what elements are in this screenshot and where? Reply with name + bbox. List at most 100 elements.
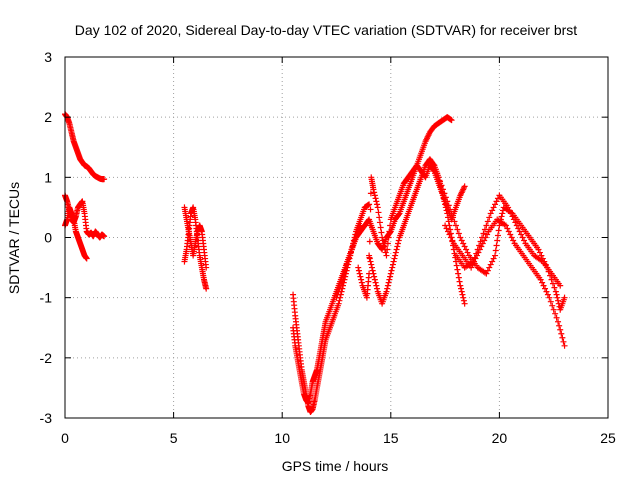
data-point [498, 213, 505, 220]
data-point [386, 276, 393, 283]
data-point [457, 234, 464, 241]
data-point [392, 252, 399, 259]
data-point [479, 234, 486, 241]
data-point [510, 216, 517, 223]
series-1 [62, 192, 108, 241]
data-point [537, 276, 544, 283]
data-point [544, 291, 551, 298]
data-point [370, 270, 377, 277]
y-tick-label: 3 [44, 49, 52, 65]
data-point [561, 342, 568, 349]
data-point [370, 186, 377, 193]
data-point [546, 294, 553, 301]
data-point [506, 207, 513, 214]
data-point [203, 285, 210, 292]
data-point [486, 214, 493, 221]
data-point [542, 285, 549, 292]
data-point [507, 231, 514, 238]
data-point [516, 228, 523, 235]
data-point [444, 198, 451, 205]
data-point [379, 234, 386, 241]
data-point [338, 279, 345, 286]
data-point [502, 222, 509, 229]
series-11 [442, 216, 568, 349]
data-point [455, 230, 462, 237]
data-point [535, 246, 542, 253]
series-2 [62, 204, 90, 262]
data-point [430, 161, 437, 168]
data-point [381, 243, 388, 250]
series-12 [452, 192, 564, 289]
data-point [387, 229, 394, 236]
data-point [560, 338, 567, 345]
x-tick-label: 20 [492, 430, 508, 446]
data-point [538, 252, 545, 259]
data-point [337, 282, 344, 289]
data-point [492, 247, 499, 254]
data-point [460, 240, 467, 247]
data-point [341, 270, 348, 277]
data-point [384, 285, 391, 292]
data-point [101, 176, 108, 183]
data-point [371, 189, 378, 196]
x-tick-label: 25 [600, 430, 616, 446]
y-axis-label: SDTVAR / TECUs [6, 182, 22, 294]
data-point [385, 234, 392, 241]
data-point [557, 282, 564, 289]
data-point [379, 237, 386, 244]
data-point [518, 231, 525, 238]
data-point [395, 237, 402, 244]
data-point [367, 258, 374, 265]
data-point [374, 201, 381, 208]
data-point [455, 270, 462, 277]
data-point [343, 261, 350, 268]
data-point [484, 267, 491, 274]
x-axis-label: GPS time / hours [282, 458, 389, 474]
data-point [550, 306, 557, 313]
data-point [366, 201, 373, 208]
x-tick-label: 15 [383, 430, 399, 446]
data-point [356, 270, 363, 277]
data-point [342, 267, 349, 274]
data-point [473, 250, 480, 257]
data-point [437, 183, 444, 190]
data-point [549, 280, 556, 287]
data-point [536, 249, 543, 256]
data-point [442, 194, 449, 201]
data-point [443, 207, 450, 214]
data-point [368, 261, 375, 268]
data-point [450, 214, 457, 221]
data-point [456, 278, 463, 285]
data-point [555, 297, 562, 304]
data-point [513, 222, 520, 229]
data-point [371, 192, 378, 199]
data-point [439, 186, 446, 193]
data-point [460, 297, 467, 304]
data-point [493, 242, 500, 249]
data-point [384, 240, 391, 247]
data-point [376, 219, 383, 226]
data-point [510, 237, 517, 244]
data-point [203, 264, 210, 271]
data-point [458, 237, 465, 244]
data-point [443, 225, 450, 232]
data-point [367, 190, 374, 197]
data-point [468, 264, 475, 271]
data-point [366, 252, 373, 259]
data-point [373, 282, 380, 289]
x-tick-label: 10 [274, 430, 290, 446]
data-point [499, 210, 506, 217]
series-10 [431, 162, 568, 313]
data-point [448, 117, 455, 124]
data-point [336, 285, 343, 292]
data-point [442, 201, 449, 208]
data-point [395, 240, 402, 247]
data-point [452, 222, 459, 229]
data-point [547, 298, 554, 305]
data-point [552, 288, 559, 295]
data-point [553, 291, 560, 298]
data-point [438, 182, 445, 189]
data-point [368, 264, 375, 271]
ticks-layer: 0 5 10 15 20 25 -3 -2 -1 0 1 2 3 [40, 49, 616, 446]
data-point [367, 206, 374, 213]
